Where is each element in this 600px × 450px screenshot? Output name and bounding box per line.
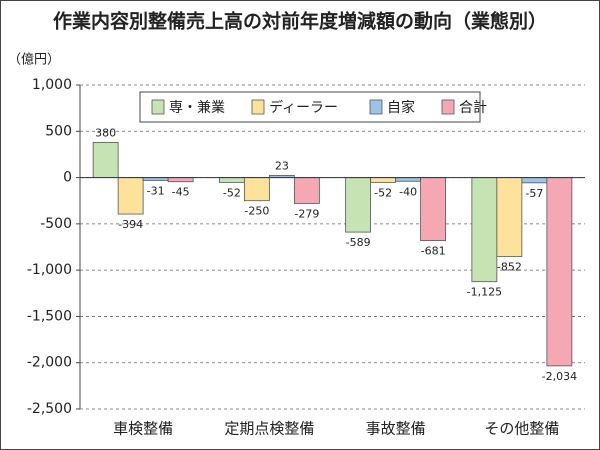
- bar: [117, 177, 144, 215]
- chart-title: 作業内容別整備売上高の対前年度増減額の動向（業態別）: [53, 10, 547, 33]
- bar: [92, 141, 119, 178]
- legend-swatch: [151, 99, 165, 115]
- value-label: -31: [147, 184, 165, 197]
- value-label: -40: [399, 185, 417, 198]
- value-label: -1,125: [467, 286, 502, 299]
- legend-label: 合計: [459, 100, 487, 116]
- bar: [521, 177, 548, 184]
- y-axis-label: （億円）: [8, 52, 60, 68]
- value-label: -681: [421, 245, 446, 258]
- bar: [471, 177, 498, 283]
- y-tick-label: -2,000: [27, 355, 72, 371]
- value-label: -52: [223, 186, 241, 199]
- y-tick-label: -2,500: [27, 401, 72, 417]
- legend-swatch: [441, 99, 455, 115]
- bar: [395, 177, 422, 182]
- y-tick-label: 0: [63, 170, 72, 186]
- y-tick-label: 1,000: [32, 77, 72, 93]
- value-label: -57: [525, 187, 543, 200]
- bar: [370, 177, 397, 183]
- value-label: -2,034: [542, 370, 577, 383]
- x-tick-label: その他整備: [484, 420, 559, 438]
- bar: [167, 177, 194, 183]
- value-label: 380: [95, 126, 116, 139]
- bar: [496, 177, 523, 257]
- value-label: -852: [497, 260, 522, 273]
- value-label: 23: [275, 159, 289, 172]
- x-tick-label: 事故整備: [366, 420, 426, 438]
- legend-label: ディーラー: [269, 99, 338, 116]
- legend-label: 専・兼業: [169, 100, 225, 116]
- value-label: -279: [294, 207, 319, 220]
- y-tick-label: 500: [45, 123, 72, 139]
- bar: [218, 177, 245, 183]
- value-label: -250: [244, 205, 269, 218]
- legend-swatch: [369, 99, 383, 115]
- bar: [546, 177, 573, 367]
- legend-swatch: [251, 99, 265, 115]
- y-tick-label: -500: [40, 216, 72, 232]
- bar: [293, 177, 320, 204]
- legend-box: [139, 91, 481, 123]
- value-label: -589: [346, 236, 371, 249]
- x-tick-label: 定期点検整備: [224, 420, 314, 438]
- value-label: -45: [172, 186, 190, 199]
- y-tick-label: -1,000: [27, 262, 72, 278]
- bar: [345, 177, 372, 233]
- value-label: -52: [374, 186, 392, 199]
- bar: [420, 177, 447, 242]
- x-tick-label: 車検整備: [113, 420, 173, 438]
- legend-label: 自家: [387, 99, 415, 116]
- bar: [243, 177, 270, 202]
- value-label: -394: [118, 218, 143, 231]
- y-tick-label: -1,500: [27, 308, 72, 324]
